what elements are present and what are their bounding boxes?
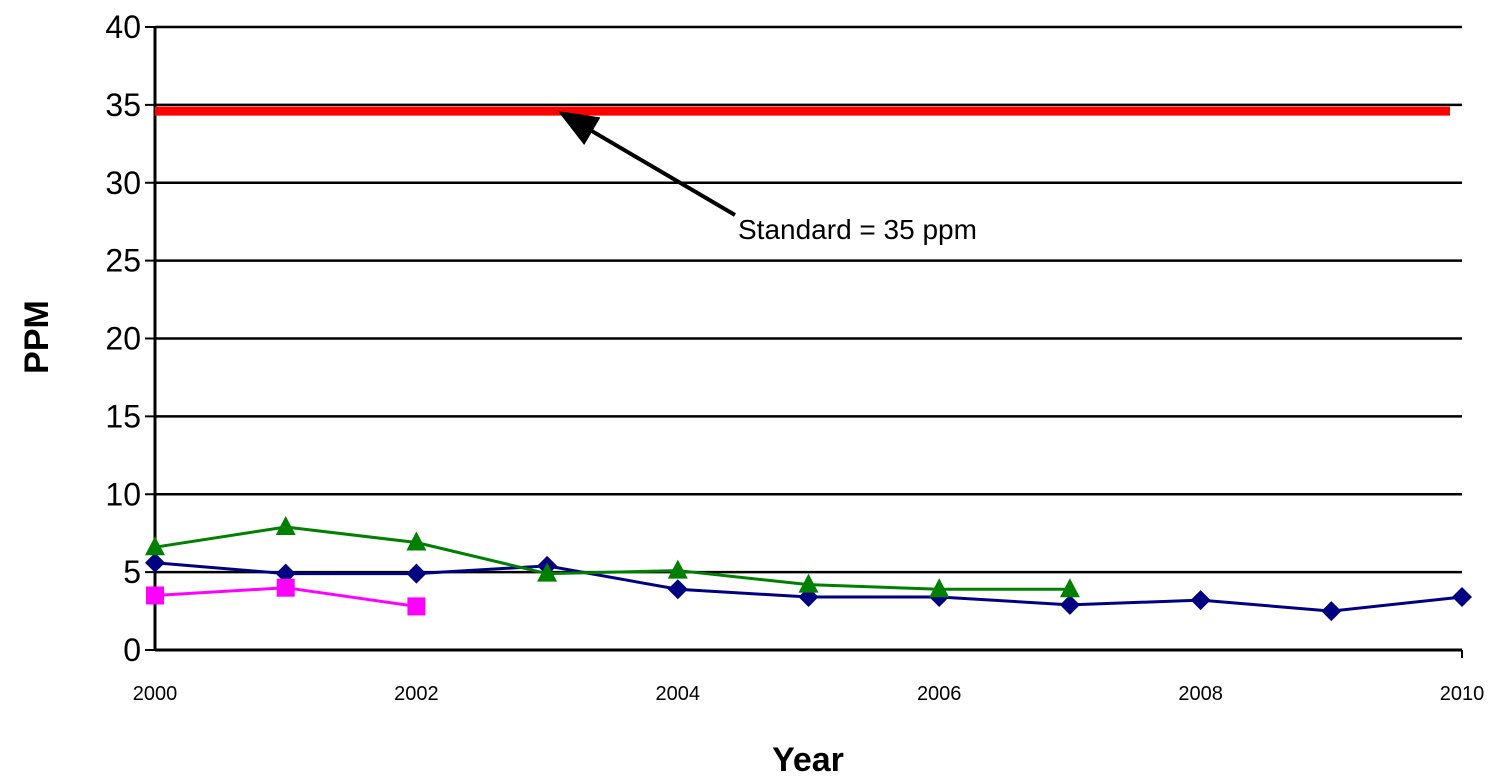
y-tick-label: 10 (105, 476, 141, 512)
data-point (1452, 587, 1472, 608)
data-point (407, 597, 426, 616)
axes (145, 26, 1463, 658)
y-tick-label: 30 (105, 165, 141, 201)
annotation: Standard = 35 ppm (557, 111, 977, 245)
data-point (667, 579, 688, 600)
data-point (537, 562, 558, 582)
data-point (406, 563, 427, 584)
data-point (1190, 590, 1211, 611)
data-point (1059, 594, 1080, 615)
x-tick-labels: 2000 2002 2004 2006 2008 2010 (133, 683, 1485, 705)
data-point (1059, 578, 1080, 598)
y-axis-title: PPM (18, 300, 56, 374)
series-line (154, 525, 1070, 591)
data-point (798, 573, 819, 593)
y-tick-labels: 0 5 10 15 20 25 30 35 40 (105, 9, 141, 668)
series-1 (145, 552, 1472, 622)
x-tick-label: 2006 (917, 683, 962, 705)
x-axis-title: Year (772, 741, 844, 779)
y-tick-label: 5 (123, 554, 141, 590)
data-point (929, 578, 950, 598)
data-point (145, 536, 165, 556)
series-3 (145, 515, 1080, 598)
data-point (146, 586, 164, 605)
y-tick-label: 25 (105, 243, 141, 279)
y-tick-label: 15 (105, 398, 141, 434)
x-tick-label: 2000 (133, 683, 178, 705)
data-series (145, 515, 1472, 622)
x-tick-label: 2002 (394, 683, 439, 705)
data-point (275, 563, 296, 584)
x-tick-label: 2010 (1440, 683, 1485, 705)
y-tick-label: 35 (105, 87, 141, 123)
gridlines (155, 25, 1462, 574)
data-point (667, 559, 688, 579)
data-point (1321, 601, 1342, 622)
annotation-arrow (557, 111, 737, 217)
x-tick-label: 2004 (656, 683, 701, 705)
y-tick-label: 20 (105, 321, 141, 357)
annotation-label: Standard = 35 ppm (738, 214, 977, 245)
y-tick-label: 0 (123, 632, 141, 668)
data-point (145, 552, 165, 573)
data-point (406, 531, 427, 551)
data-point (276, 578, 295, 597)
series-2 (146, 578, 426, 616)
x-tick-label: 2008 (1178, 683, 1223, 705)
y-tick-label: 40 (105, 9, 141, 45)
data-point (275, 515, 296, 535)
